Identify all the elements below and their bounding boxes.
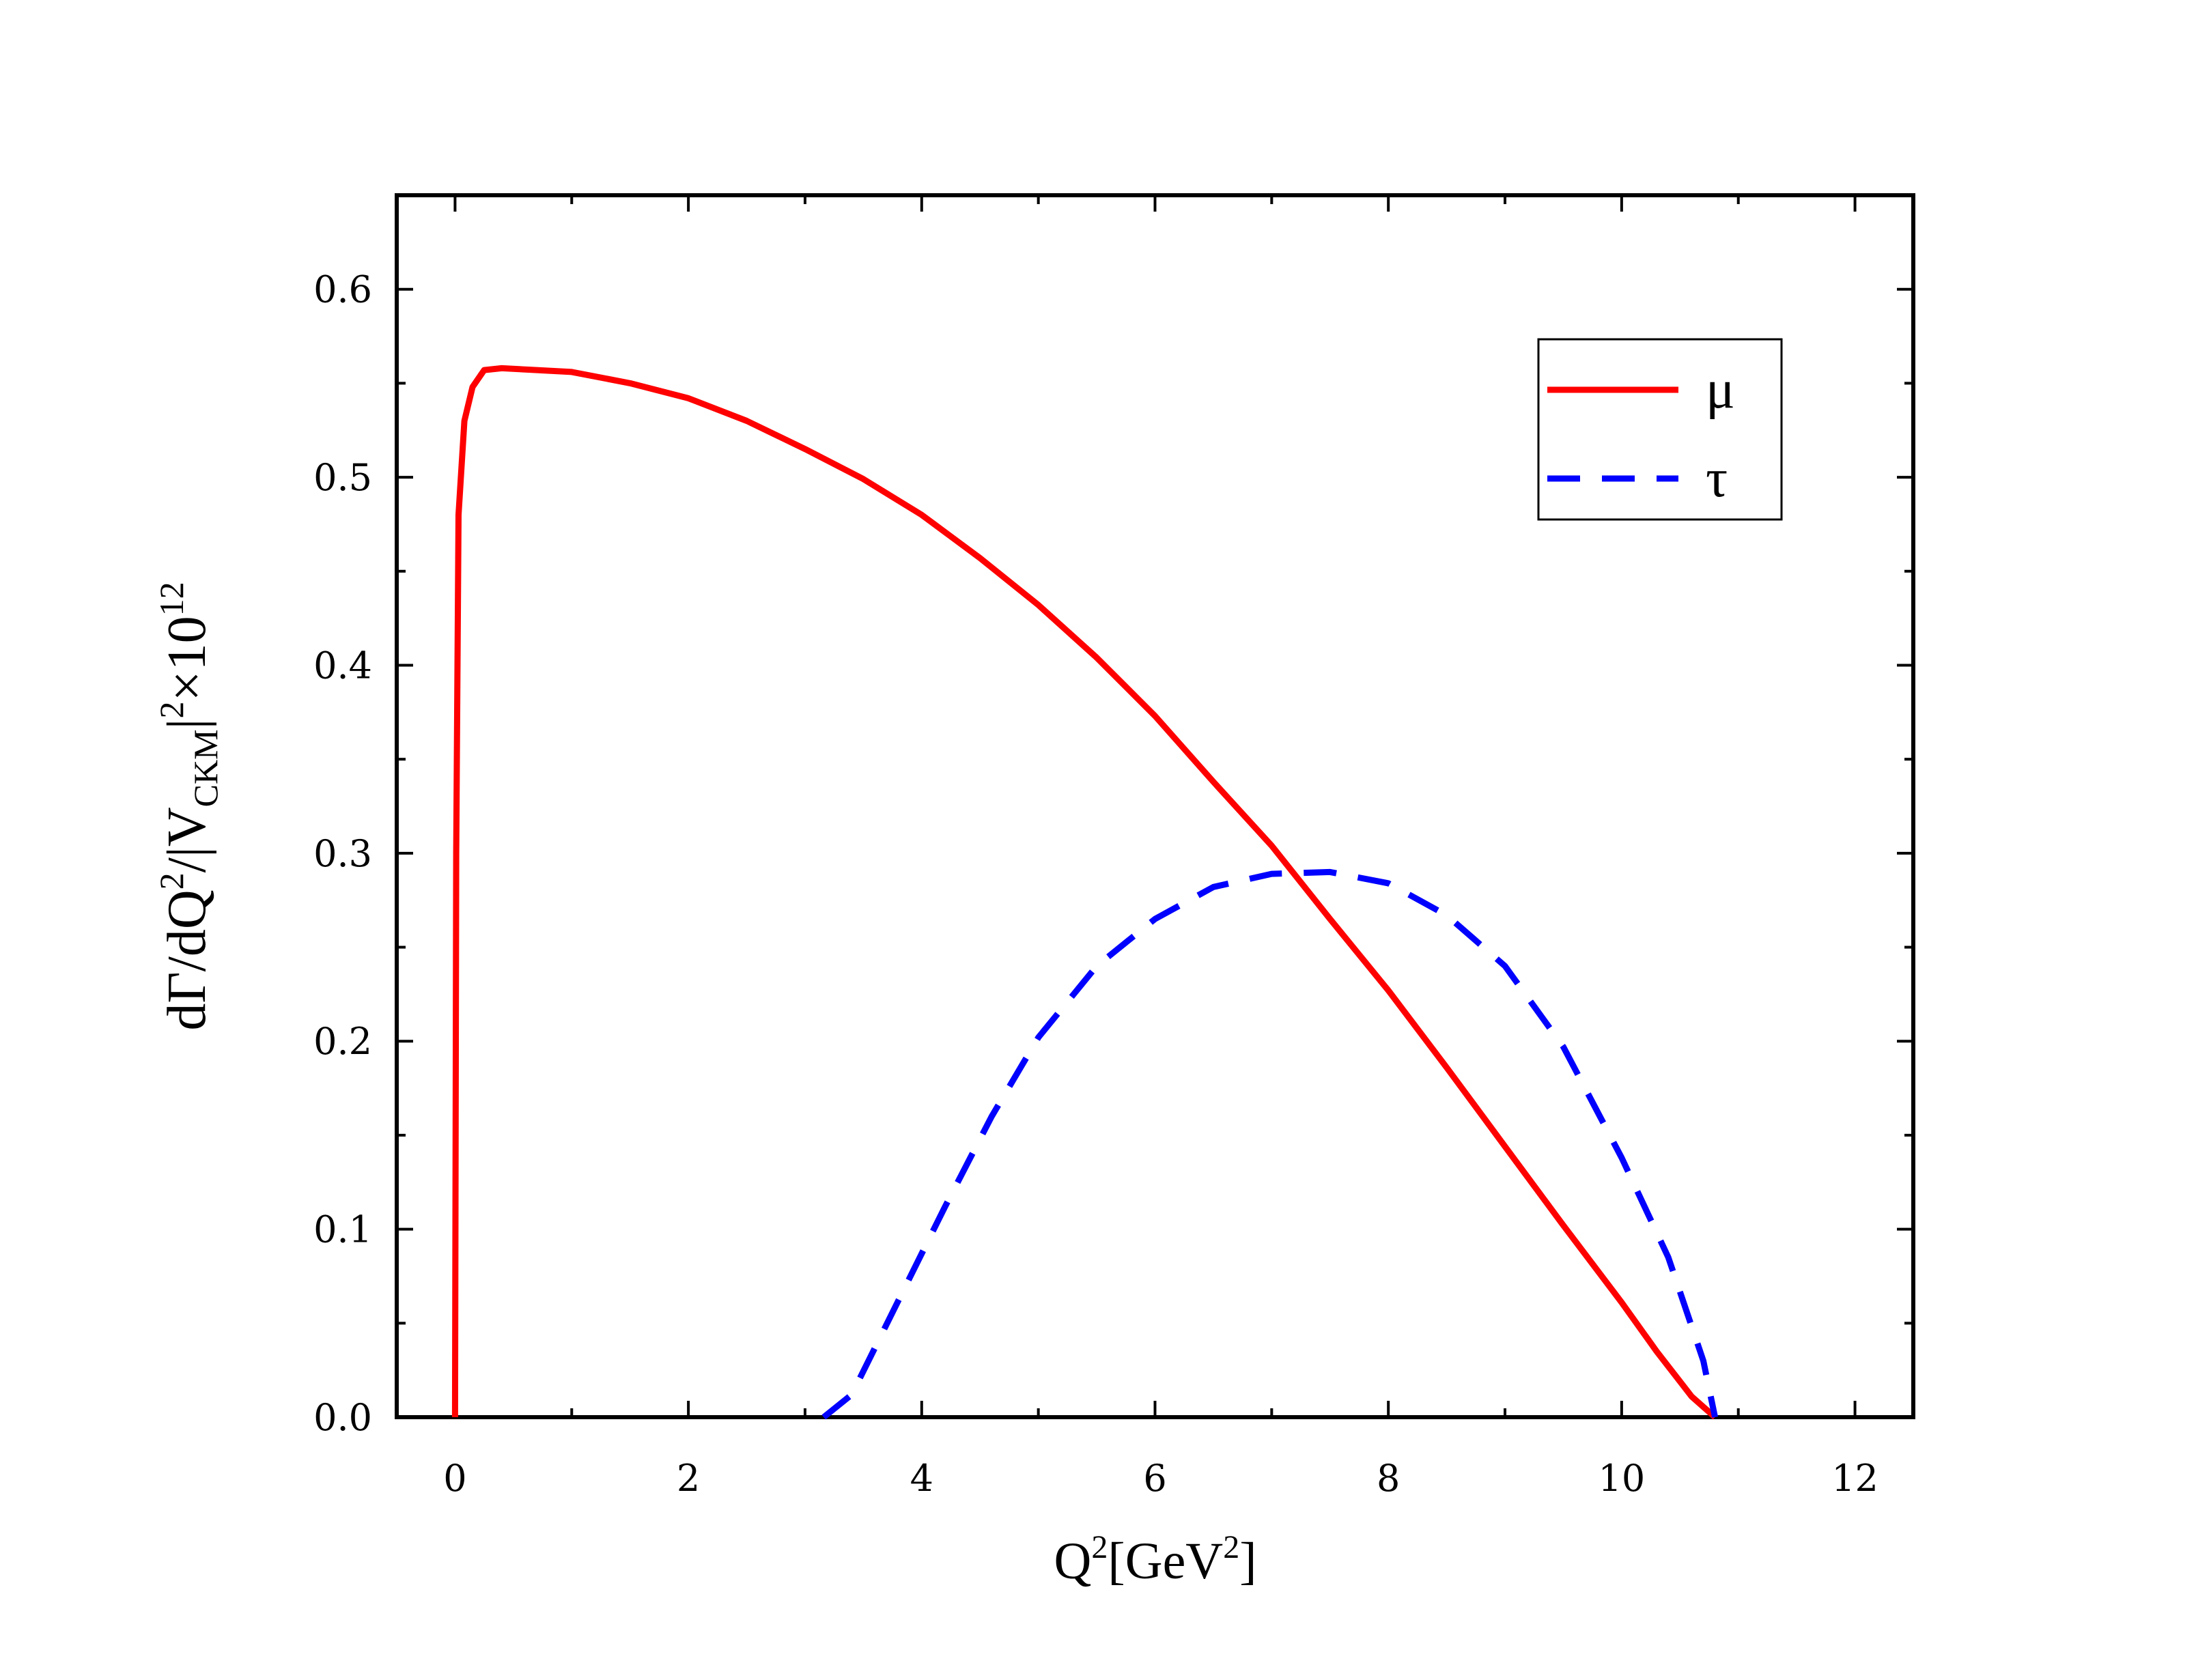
y-axis-title: dΓ/dQ2/|VCKM|2×1012 (152, 582, 225, 1030)
y-tick-label: 0.3 (313, 832, 372, 875)
y-axis-title-p1: dΓ/dQ (157, 889, 217, 1030)
x-axis-title: Q2[GeV2] (1054, 1529, 1256, 1590)
legend: μ τ (1537, 338, 1783, 521)
x-axis-title-bracket-close: ] (1239, 1533, 1256, 1590)
x-axis-title-unit-sup: 2 (1223, 1529, 1239, 1565)
y-tick-label: 0.2 (313, 1020, 372, 1063)
x-tick-label: 6 (1143, 1457, 1166, 1500)
y-axis-title-sub: CKM (186, 729, 225, 807)
x-tick-label: 4 (910, 1457, 933, 1500)
x-tick-label: 8 (1377, 1457, 1400, 1500)
axis-ticks: 0 2 4 6 8 10 12 0.0 0.1 0.2 0.3 0.4 0.5 0.6 (313, 194, 1913, 1500)
series-layer (451, 365, 1719, 1420)
y-tick-label: 0.6 (313, 268, 372, 311)
y-tick-label: 0.0 (313, 1396, 372, 1439)
y-axis-title-p4: ×10 (157, 616, 217, 701)
y-axis-title-p2: /|V (157, 807, 217, 872)
x-tick-label: 10 (1599, 1457, 1646, 1500)
y-axis-title-sup2: 2 (152, 701, 191, 718)
y-tick-label: 0.5 (313, 456, 372, 499)
x-axis-title-base: Q (1054, 1533, 1091, 1590)
y-tick-label: 0.1 (313, 1208, 372, 1251)
x-tick-label: 12 (1831, 1457, 1878, 1500)
legend-label-mu: μ (1706, 360, 1735, 420)
x-axis-title-bracket-open: [ (1108, 1533, 1125, 1590)
y-tick-label: 0.4 (313, 644, 372, 687)
legend-label-tau: τ (1706, 449, 1728, 509)
x-tick-label: 0 (443, 1457, 466, 1500)
series-line (451, 365, 1717, 1420)
y-axis-title-sup3: 12 (152, 582, 191, 616)
y-axis-title-sup1: 2 (152, 872, 191, 889)
legend-box (1537, 338, 1783, 521)
y-axis-title-p3: | (157, 718, 217, 729)
x-axis-title-sup: 2 (1091, 1529, 1108, 1565)
x-tick-label: 2 (677, 1457, 700, 1500)
x-axis-title-unit: GeV (1125, 1533, 1224, 1590)
series-line (821, 868, 1719, 1420)
